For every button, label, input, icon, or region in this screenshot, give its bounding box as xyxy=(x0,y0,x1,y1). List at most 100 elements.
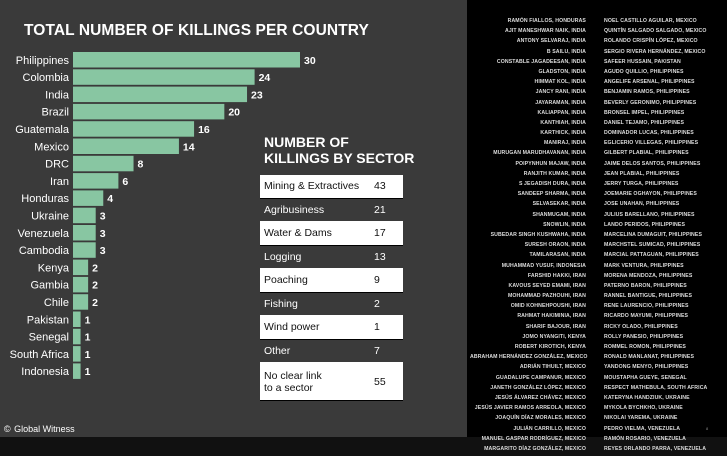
victim-name: JOMO NYANGITI, KENYA xyxy=(522,333,586,340)
category-label: Kenya xyxy=(38,262,70,274)
name-row: RAMÓN FIALLOS, HONDURAS NOEL CASTILLO AGU… xyxy=(470,18,725,28)
name-row: SNOWLIN, INDIA LANDO PERIDOS, PHILIPPINES xyxy=(470,222,725,232)
sector-value: 13 xyxy=(374,250,386,263)
victim-name: NIKOLAI YAREMA, UKRAINE xyxy=(604,415,678,422)
sector-label: Logging xyxy=(264,250,302,263)
data-label: 3 xyxy=(100,228,106,240)
bar xyxy=(73,155,134,172)
victim-name: JAYARAMAN, INDIA xyxy=(535,99,586,106)
victim-name: MOUSTAPHA GUEYE, SENEGAL xyxy=(604,374,687,381)
name-row: OMID KOHNEHPOUSHI, IRAN RENE LAURENCIO, P… xyxy=(470,303,725,313)
name-row: GLADSTON, INDIA AGUDO QUILLIO, PHILIPPINE… xyxy=(470,69,725,79)
name-row: SELVASEKAR, INDIA JOSE UNAHAN, PHILIPPINE… xyxy=(470,201,725,211)
sector-row: Wind power 1 xyxy=(260,316,403,340)
category-label: Indonesia xyxy=(21,366,70,378)
victim-name: SHANMUGAM, INDIA xyxy=(532,211,586,218)
victim-name: MOHAMMAD PAZHOUHI, IRAN xyxy=(508,293,586,300)
category-label: South Africa xyxy=(10,349,70,361)
sector-label: Wind power xyxy=(264,321,320,334)
victim-name: ANGELIFE ARSENAL, PHILIPPINES xyxy=(604,79,695,86)
victim-name: TAMILARASAN, INDIA xyxy=(529,252,586,259)
bar xyxy=(73,311,81,327)
category-label: Mexico xyxy=(34,141,69,153)
name-row: MOHAMMAD PAZHOUHI, IRAN RANNEL BANTIGUE, … xyxy=(470,293,725,303)
victim-name: MUHAMMAD YUSUF, INDONESIA xyxy=(501,262,586,269)
sector-label: Water & Dams xyxy=(264,227,332,240)
victim-name: SAFEER HUSSAIN, PAKISTAN xyxy=(604,58,681,65)
victim-name: RICKY OLADO, PHILIPPINES xyxy=(604,323,678,330)
victim-name: GILBERT PLABIAL, PHILIPPINES xyxy=(604,150,689,157)
name-row: POIPYNHUN MAJAW, INDIA JAIME DELOS SANTOS… xyxy=(470,161,725,171)
victim-name: KATERYNA HANDZIUK, UKRAINE xyxy=(604,394,690,401)
victim-name: DANIEL TEJAMO, PHILIPPINES xyxy=(604,119,685,126)
victim-name: YANDONG MENYO, PHILIPPINES xyxy=(604,364,689,371)
category-label: Honduras xyxy=(21,193,69,205)
name-row: JOMO NYANGITI, KENYA ROLLY PANESIO, PHILI… xyxy=(470,334,725,344)
category-label: Senegal xyxy=(29,332,69,344)
credit-text: Global Witness xyxy=(14,424,75,434)
bar xyxy=(73,121,195,137)
name-row: MURUGAN MARUDHAVANAN, INDIA GILBERT PLABI… xyxy=(470,150,725,160)
bar xyxy=(73,190,104,206)
name-row: JULIÁN CARRILLO, MEXICO PEDRO VIELMA, VEN… xyxy=(470,426,725,436)
victim-name: HIMMAT KOL, INDIA xyxy=(534,79,586,86)
name-row: JAYARAMAN, INDIA BEVERLY GERONIMO, PHILIP… xyxy=(470,100,725,110)
name-row: JANCY RANI, INDIA BENJAMIN RAMOS, PHILIPP… xyxy=(470,89,725,99)
sector-row: Other 7 xyxy=(260,339,403,363)
victim-name: ANTONY SELVARAJ, INDIA xyxy=(516,38,586,45)
name-row: S JEGADISH DURA, INDIA JERRY TURGA, PHILI… xyxy=(470,181,725,191)
data-label: 30 xyxy=(304,55,316,67)
name-row: MANIRAJ, INDIA EGLICERIO VILLEGAS, PHILIP… xyxy=(470,140,725,150)
bar xyxy=(73,103,225,120)
victim-name: REYES ORLANDO PARRA, VENEZUELA xyxy=(604,445,707,452)
bar xyxy=(73,363,81,379)
victim-name: BEVERLY GERONIMO, PHILIPPINES xyxy=(604,99,697,106)
name-row: JESÚS ÁLVAREZ CHÁVEZ, MEXICO KATERYNA HAN… xyxy=(470,395,725,405)
sector-label: Other xyxy=(264,344,291,357)
data-label: 2 xyxy=(92,262,98,274)
victim-name: JULIÁN CARRILLO, MEXICO xyxy=(513,425,586,432)
victim-name: AGUDO QUILLIO, PHILIPPINES xyxy=(604,68,684,75)
data-label: 1 xyxy=(85,314,91,326)
victim-name: OMID KOHNEHPOUSHI, IRAN xyxy=(510,303,586,310)
name-row: KAVOUS SEYED EMAMI, IRAN PATERNO BARON, P… xyxy=(470,283,725,293)
name-row: HIMMAT KOL, INDIA ANGELIFE ARSENAL, PHILI… xyxy=(470,79,725,89)
category-label: Cambodia xyxy=(19,245,70,257)
victim-name: ROBERT KIROTICH, KENYA xyxy=(514,344,586,350)
name-row: AJIT MANESHWAR NAIK, INDIA QUINTÍN SALGAD… xyxy=(470,28,725,38)
bar xyxy=(73,276,89,293)
victim-name: RAMÓN ROSARIO, VENEZUELA xyxy=(604,435,686,442)
victim-name: SHARIF BAJOUR, IRAN xyxy=(525,323,586,330)
victim-name: MANIRAJ, INDIA xyxy=(543,140,586,147)
data-label: 8 xyxy=(138,159,144,171)
victim-name: MARCELINA DUMAGUIT, PHILIPPINES xyxy=(604,231,703,238)
data-label: 14 xyxy=(183,141,195,153)
victim-name: JERRY TURGA, PHILIPPINES xyxy=(604,181,679,187)
sector-label: Agribusiness xyxy=(264,203,325,216)
victim-name: JANETH GONZÁLEZ LÓPEZ, MEXICO xyxy=(490,384,586,391)
bar xyxy=(73,173,119,189)
victim-name: ROMMEL ROMON, PHILIPPINES xyxy=(604,344,686,350)
victim-name: PATERNO BARON, PHILIPPINES xyxy=(604,282,687,289)
category-label: Gambia xyxy=(30,280,69,292)
victim-name: ADRIÁN TIHUILT, MEXICO xyxy=(519,364,586,371)
victim-name: GLADSTON, INDIA xyxy=(538,68,586,75)
category-label: Guatemala xyxy=(15,124,70,136)
victim-name: RAMÓN FIALLOS, HONDURAS xyxy=(507,18,586,24)
sector-label: Mining & Extractives xyxy=(264,180,360,193)
victim-name: MANUEL GASPAR RODRÍGUEZ, MEXICO xyxy=(481,435,586,442)
name-row: SANDEEP SHARMA, INDIA JOEMARIE OGHAYON, P… xyxy=(470,191,725,201)
victim-name: KARTHICK, INDIA xyxy=(540,130,586,137)
victim-name: JAIME DELOS SANTOS, PHILIPPINES xyxy=(604,160,701,167)
category-label: DRC xyxy=(45,159,69,171)
bar xyxy=(73,294,89,310)
victim-name: GUADALUPE CAMPANUR, MEXICO xyxy=(495,374,586,381)
data-label: 23 xyxy=(251,89,263,101)
bar xyxy=(73,207,96,224)
bar xyxy=(73,52,300,68)
sector-row: Fishing 2 xyxy=(260,292,403,316)
victim-name: POIPYNHUN MAJAW, INDIA xyxy=(515,160,586,167)
victim-name: RESPECT MATHEBULA, SOUTH AFRICA xyxy=(604,384,708,391)
data-label: 16 xyxy=(198,124,210,136)
